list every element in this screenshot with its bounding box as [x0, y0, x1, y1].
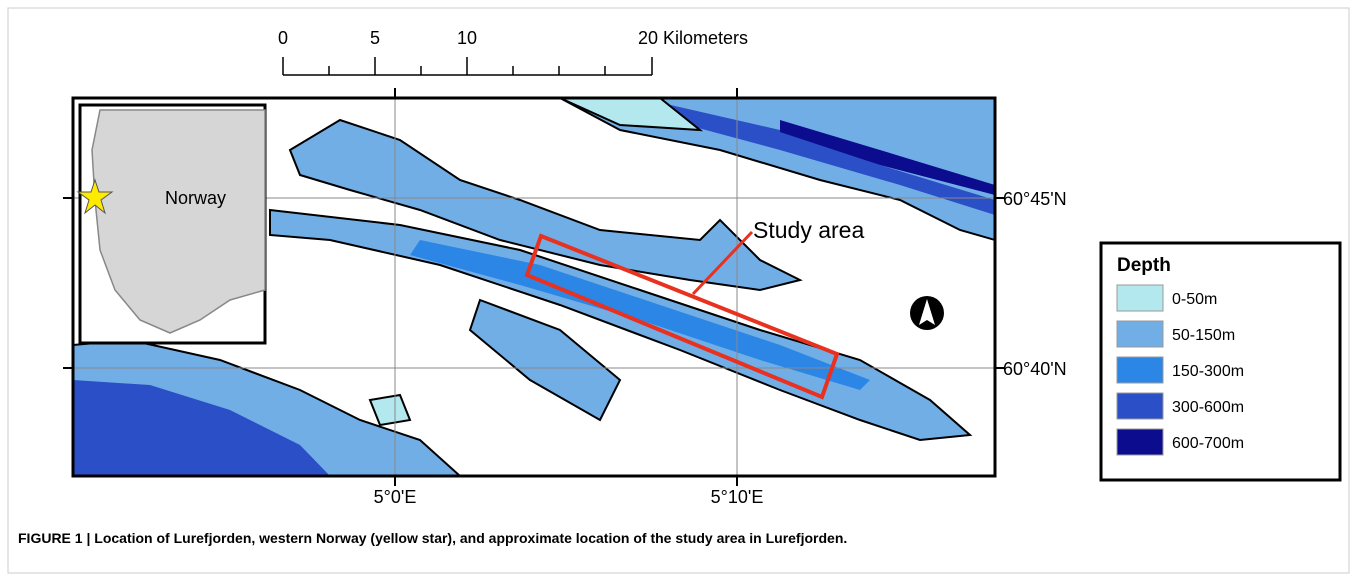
legend-label: 50-150m: [1172, 327, 1235, 344]
scale-label: 5: [370, 28, 380, 48]
lon-label: 5°10'E: [711, 487, 764, 507]
coordinate-labels: 60°45'N 60°40'N 5°0'E 5°10'E: [374, 189, 1067, 507]
graticule-ticks: [63, 88, 1005, 486]
legend-label: 600-700m: [1172, 435, 1244, 452]
inset-label: Norway: [165, 188, 226, 208]
legend-label: 150-300m: [1172, 363, 1244, 380]
scale-label: 10: [457, 28, 477, 48]
scale-label: 20 Kilometers: [638, 28, 748, 48]
map-frame: [71, 96, 997, 478]
scale-labels: 0 5 10 20 Kilometers: [278, 28, 748, 48]
study-area-box: [524, 233, 840, 400]
lat-label: 60°45'N: [1003, 189, 1067, 209]
scale-label: 0: [278, 28, 288, 48]
caption: FIGURE 1 | Location of Lurefjorden, west…: [18, 530, 847, 546]
legend: Depth 0-50m 50-150m 150-300m 300-600m 600-70…: [1099, 241, 1342, 482]
fjords: [73, 98, 995, 476]
legend-title: Depth: [1117, 255, 1171, 276]
lat-label: 60°40'N: [1003, 359, 1067, 379]
scale-bar: [282, 57, 653, 76]
annotation-leader: [691, 230, 754, 296]
north-arrow: [910, 296, 944, 330]
legend-swatch: [1116, 284, 1164, 312]
map-area: [73, 98, 995, 476]
legend-swatch: [1116, 356, 1164, 384]
lon-label: 5°0'E: [374, 487, 417, 507]
annotation: Study area: [753, 217, 864, 243]
inset-map: Norway: [76, 103, 267, 345]
legend-swatch: [1116, 320, 1164, 348]
legend-entries: 0-50m 50-150m 150-300m 300-600m 600-700m: [1116, 284, 1244, 456]
legend-swatch: [1116, 392, 1164, 420]
legend-swatch: [1116, 428, 1164, 456]
legend-label: 300-600m: [1172, 399, 1244, 416]
legend-label: 0-50m: [1172, 291, 1217, 308]
